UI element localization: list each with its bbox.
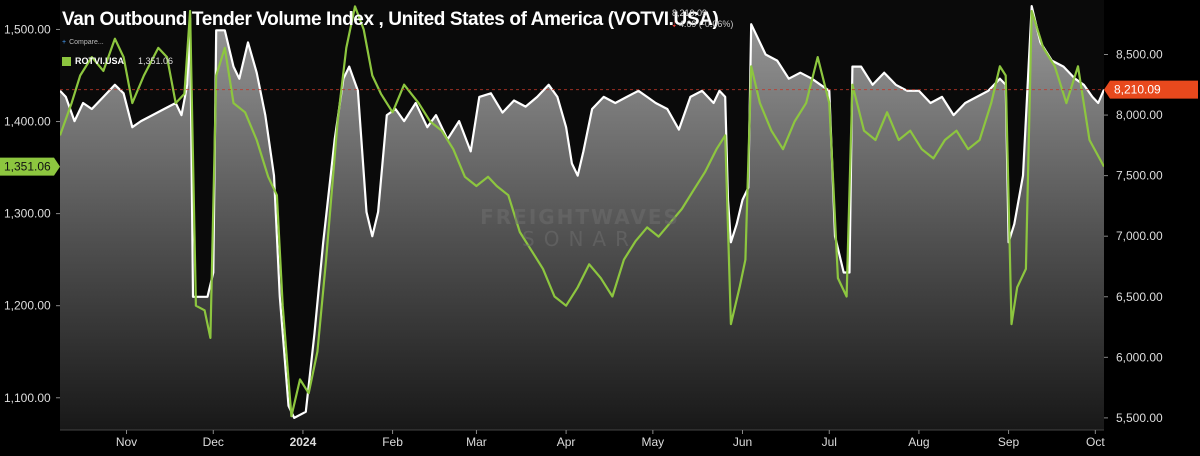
x-tick-label: May	[642, 435, 665, 449]
right-last-value-badge	[1104, 80, 1198, 99]
x-tick-label: Dec	[203, 435, 224, 449]
legend-series-value: 1,351.06	[138, 56, 174, 66]
compare-label: Compare...	[69, 39, 104, 46]
x-tick-label: Feb	[382, 435, 403, 449]
right-axis-bg	[1104, 0, 1200, 456]
left-tick-label: 1,500.00	[4, 22, 51, 36]
compare-button[interactable]: + Compare...	[62, 39, 104, 46]
quote-change-row: 🠣 4.69 (-0.06%)	[672, 19, 733, 30]
plus-icon: +	[62, 39, 67, 46]
x-tick-label: Aug	[908, 435, 929, 449]
x-tick-label: Apr	[557, 435, 576, 449]
right-tick-label: 6,000.00	[1116, 350, 1163, 364]
legend[interactable]: ROTVI.USA 1,351.06	[62, 56, 173, 66]
right-tick-label: 5,500.00	[1116, 411, 1163, 425]
left-last-value-label: 1,351.06	[4, 160, 51, 174]
left-tick-label: 1,100.00	[4, 391, 51, 405]
x-tick-label: 2024	[290, 435, 317, 449]
x-tick-label: Nov	[116, 435, 137, 449]
quote-value: 8,210.09	[672, 8, 708, 18]
chart-title: Van Outbound Tender Volume Index , Unite…	[62, 9, 719, 30]
x-tick-label: Oct	[1086, 435, 1105, 449]
left-last-value-badge	[0, 157, 60, 176]
left-axis-bg	[0, 0, 60, 456]
x-tick-label: Mar	[466, 435, 487, 449]
right-tick-label: 8,000.00	[1116, 108, 1163, 122]
down-arrow-icon: 🠣	[672, 20, 677, 29]
left-tick-label: 1,400.00	[4, 115, 51, 129]
series-line-rotvi-usa	[58, 5, 1105, 418]
x-tick-label: Jul	[822, 435, 837, 449]
x-tick-label: Sep	[998, 435, 1020, 449]
right-tick-label: 7,500.00	[1116, 169, 1163, 183]
right-last-value-label: 8,210.09	[1114, 83, 1161, 97]
legend-swatch	[62, 56, 71, 66]
quote-change: 4.69 (-0.06%)	[678, 19, 734, 29]
left-tick-label: 1,300.00	[4, 207, 51, 221]
quote-box: 8,210.09 🠣 4.69 (-0.06%)	[672, 8, 733, 30]
x-tick-label: Jun	[733, 435, 752, 449]
right-tick-label: 8,500.00	[1116, 48, 1163, 62]
series-line-votvi-usa	[59, 5, 1106, 419]
left-tick-label: 1,200.00	[4, 299, 51, 313]
right-tick-label: 6,500.00	[1116, 290, 1163, 304]
x-axis-bg	[0, 430, 1200, 456]
legend-series-name: ROTVI.USA	[75, 56, 125, 66]
right-tick-label: 7,000.00	[1116, 229, 1163, 243]
